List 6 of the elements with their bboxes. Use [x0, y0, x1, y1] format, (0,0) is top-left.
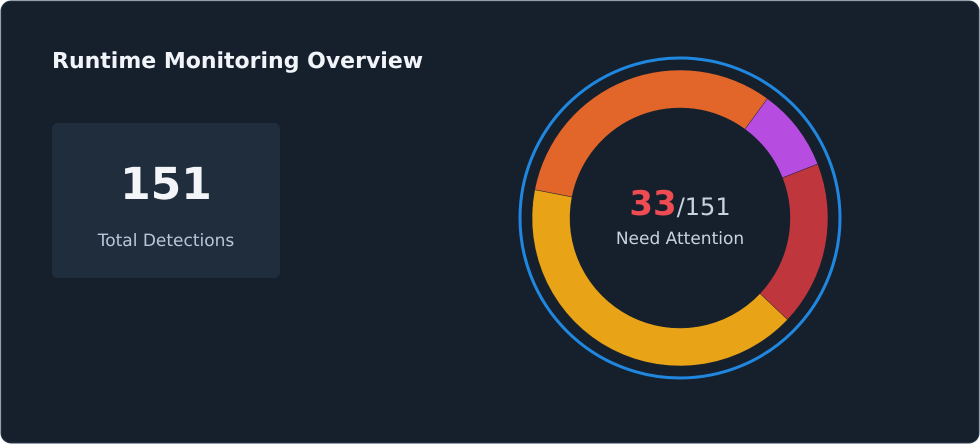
text: Need Attention — [616, 229, 744, 249]
text: Total Detections — [96, 231, 234, 251]
text: 33 — [629, 184, 677, 224]
text: 151 — [120, 159, 212, 210]
text: Runtime Monitoring Overview — [52, 49, 424, 74]
text: /151 — [676, 193, 731, 221]
